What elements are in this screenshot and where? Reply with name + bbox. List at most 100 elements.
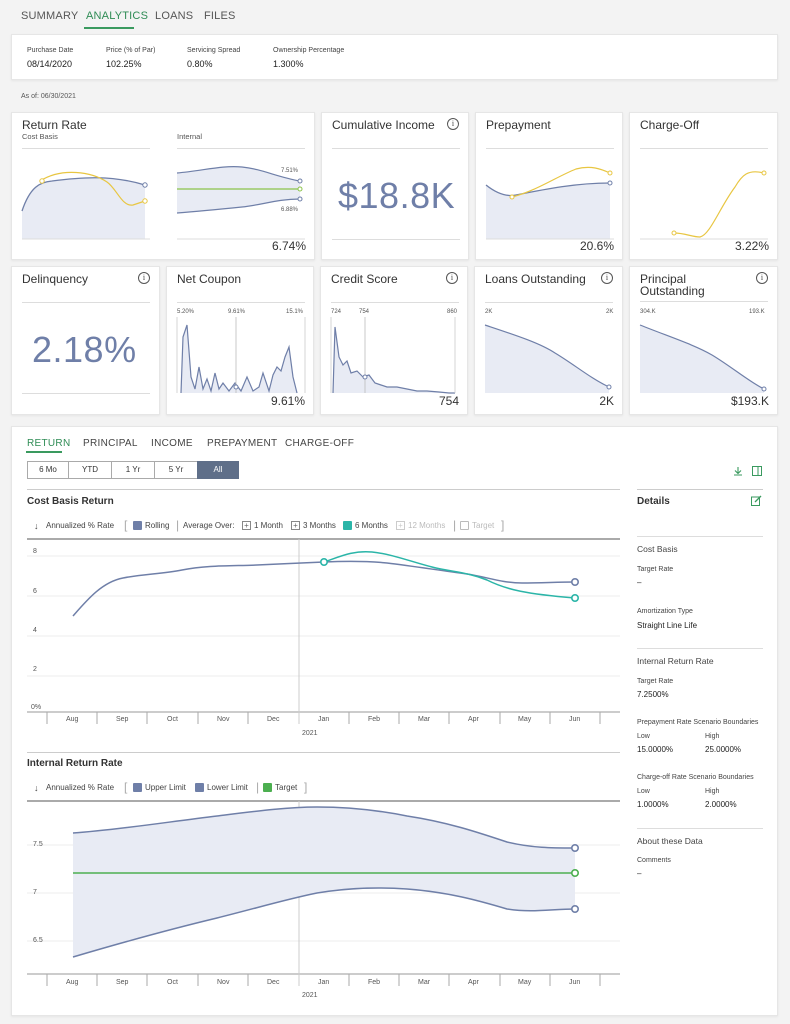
info-icon[interactable]: i xyxy=(446,272,458,284)
tile-net-coupon[interactable]: Net Coupon 5.20% 9.61% 15.1% 9.61% xyxy=(166,266,314,415)
info-icon[interactable]: i xyxy=(447,118,459,130)
target-checkbox[interactable] xyxy=(460,521,469,530)
details-title: Details xyxy=(637,496,670,507)
x-tick-jun: Jun xyxy=(569,716,581,723)
y-tick-4: 4 xyxy=(33,627,37,634)
title-line-1: Principal xyxy=(640,272,687,286)
tab-analytics[interactable]: ANALYTICS xyxy=(86,10,149,22)
price-label: Price (% of Par) xyxy=(106,47,156,54)
tile-title: Principal Outstanding xyxy=(640,273,705,297)
legend-bracket: [ xyxy=(124,780,128,794)
target-swatch[interactable] xyxy=(263,783,272,792)
upper-limit-label[interactable]: Upper Limit xyxy=(145,783,186,792)
toggle-12months-icon[interactable]: + xyxy=(396,521,405,530)
info-icon[interactable]: i xyxy=(601,272,613,284)
range-ytd-button[interactable]: YTD xyxy=(68,461,112,479)
tab-summary[interactable]: SUMMARY xyxy=(21,10,79,22)
tile-big-value: 2.18% xyxy=(32,329,137,370)
divider xyxy=(22,393,150,394)
subtab-prepayment[interactable]: PREPAYMENT xyxy=(207,438,278,449)
subtab-charge-off[interactable]: CHARGE-OFF xyxy=(285,438,355,449)
12-months-label[interactable]: 12 Months xyxy=(408,521,446,530)
x-tick-marks xyxy=(46,974,601,986)
tile-value: 2K xyxy=(599,394,614,408)
range-max: 15.1% xyxy=(286,309,304,315)
ownership-value: 1.300% xyxy=(273,59,304,69)
upper-limit-swatch[interactable] xyxy=(133,783,142,792)
x-tick-jun: Jun xyxy=(569,979,581,986)
1-month-label[interactable]: 1 Month xyxy=(254,521,283,530)
x-year-label: 2021 xyxy=(302,730,318,737)
range-max: 860 xyxy=(447,309,458,315)
x-tick-may: May xyxy=(518,979,532,986)
6-months-label[interactable]: 6 Months xyxy=(355,521,388,530)
y-tick-6: 6 xyxy=(33,588,37,595)
subtab-return[interactable]: RETURN xyxy=(27,438,71,449)
range-1yr-button[interactable]: 1 Yr xyxy=(111,461,155,479)
internal-return-rate-title: Internal Return Rate xyxy=(27,758,123,769)
divider xyxy=(637,648,763,649)
lower-limit-label[interactable]: Lower Limit xyxy=(207,783,248,792)
amortization-type-label: Amortization Type xyxy=(637,608,693,615)
x-tick-oct: Oct xyxy=(167,716,178,723)
y-tick-2: 2 xyxy=(33,666,37,673)
range-5yr-button[interactable]: 5 Yr xyxy=(154,461,198,479)
x-tick-sep: Sep xyxy=(116,716,129,723)
chargeoff-high-value: 2.0000% xyxy=(705,800,737,809)
divider xyxy=(27,489,620,490)
info-icon[interactable]: i xyxy=(138,272,150,284)
prepay-low-label: Low xyxy=(637,733,650,740)
tab-files[interactable]: FILES xyxy=(204,10,236,22)
x-tick-mar: Mar xyxy=(418,716,431,723)
net-coupon-histogram xyxy=(176,317,306,394)
range-6mo-button[interactable]: 6 Mo xyxy=(27,461,69,479)
prepayment-sparkline xyxy=(485,166,614,240)
info-icon[interactable]: i xyxy=(756,272,768,284)
tile-title: Credit Score xyxy=(331,272,398,286)
comments-value: – xyxy=(637,869,642,878)
3-months-label[interactable]: 3 Months xyxy=(303,521,336,530)
range-mid: 754 xyxy=(359,309,370,315)
toggle-3months-icon[interactable]: + xyxy=(291,521,300,530)
tile-cumulative-income[interactable]: Cumulative Income i $18.8K xyxy=(321,112,469,260)
range-all-button[interactable]: All xyxy=(197,461,239,479)
download-icon[interactable] xyxy=(733,466,743,476)
divider xyxy=(637,828,763,829)
rolling-swatch[interactable] xyxy=(133,521,142,530)
annualized-rate-label: Annualized % Rate xyxy=(46,783,115,792)
range-min: 5.20% xyxy=(177,309,195,315)
subtab-income[interactable]: INCOME xyxy=(151,438,193,449)
target-label[interactable]: Target xyxy=(275,783,298,792)
title-line-2: Outstanding xyxy=(640,284,705,298)
tile-title: Loans Outstanding xyxy=(485,272,586,286)
sort-arrow-icon: ↓ xyxy=(34,783,39,793)
tile-big-value: $18.8K xyxy=(338,175,456,216)
toggle-1month-icon[interactable]: + xyxy=(242,521,251,530)
rolling-label[interactable]: Rolling xyxy=(145,521,170,530)
tile-credit-score[interactable]: Credit Score i 724 754 860 754 xyxy=(320,266,468,415)
tile-return-rate[interactable]: Return Rate Cost Basis Internal 7.51% 6.… xyxy=(11,112,315,260)
edit-icon[interactable] xyxy=(751,495,762,506)
divider xyxy=(177,302,305,303)
tile-charge-off[interactable]: Charge-Off 3.22% xyxy=(629,112,778,260)
tile-loans-outstanding[interactable]: Loans Outstanding i 2K 2K 2K xyxy=(474,266,623,415)
tile-principal-outstanding[interactable]: Principal Outstanding i 304.K 193.K $193.… xyxy=(629,266,778,415)
loan-info-card xyxy=(11,34,778,80)
side-panel-icon[interactable] xyxy=(752,466,762,476)
divider xyxy=(331,302,459,303)
x-year-label: 2021 xyxy=(302,992,318,999)
tile-prepayment[interactable]: Prepayment 20.6% xyxy=(475,112,623,260)
lower-limit-swatch[interactable] xyxy=(195,783,204,792)
internal-label: Internal xyxy=(177,132,203,141)
range-mid: 9.61% xyxy=(228,309,246,315)
y-tick-7-5: 7.5 xyxy=(33,841,43,848)
6months-swatch[interactable] xyxy=(343,521,352,530)
subtab-principal[interactable]: PRINCIPAL xyxy=(83,438,138,449)
x-tick-may: May xyxy=(518,716,532,723)
tile-delinquency[interactable]: Delinquency i 2.18% xyxy=(11,266,160,415)
target-label[interactable]: Target xyxy=(472,521,495,530)
tab-loans[interactable]: LOANS xyxy=(155,10,194,22)
range-left: 304.K xyxy=(640,309,656,315)
active-tab-indicator xyxy=(84,27,134,29)
x-tick-mar: Mar xyxy=(418,979,431,986)
